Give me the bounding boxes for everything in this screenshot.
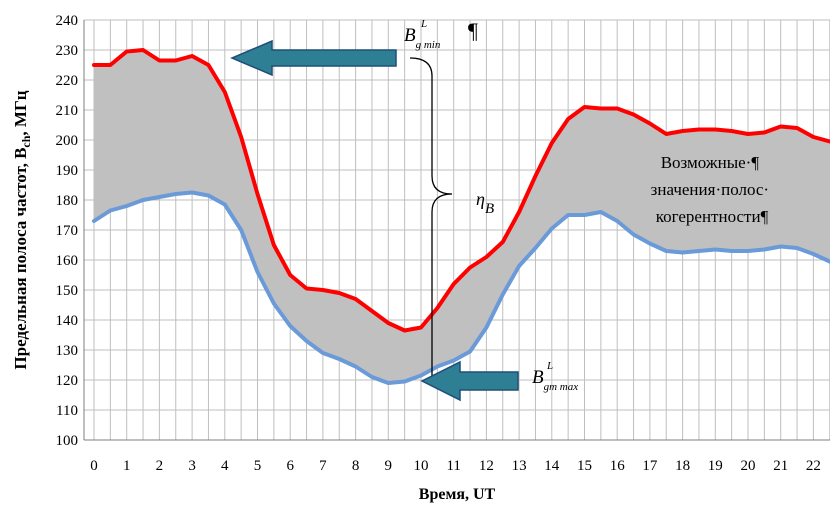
x-tick-label: 17 [642,458,658,474]
x-tick-label: 2 [156,458,164,474]
region-line-2: значения·полос· [651,180,769,199]
y-tick-label: 160 [56,253,79,269]
x-tick-label: 16 [610,458,626,474]
x-axis-title: Время, UT [419,486,496,503]
region-line-1: Возможные·¶ [661,153,760,172]
x-tick-label: 4 [221,458,229,474]
x-tick-label: 11 [446,458,460,474]
y-tick-label: 230 [56,43,79,59]
arrow-left-bottom [420,360,519,402]
y-tick-label: 130 [56,343,79,359]
y-tick-label: 140 [56,313,79,329]
y-tick-label: 110 [56,403,78,419]
x-tick-label: 3 [188,458,196,474]
y-tick-label: 240 [56,13,79,29]
y-tick-label: 190 [56,163,79,179]
b-max-sup: L [546,360,553,372]
x-tick-label: 21 [773,458,788,474]
x-tick-label: 9 [385,458,393,474]
curly-brace [409,57,453,380]
x-tick-label: 19 [708,458,723,474]
b-min-sup: L [420,18,427,30]
axes: 1001101201301401501601701801902002102202… [56,13,830,474]
x-tick-label: 20 [741,458,756,474]
x-tick-label: 13 [512,458,527,474]
x-tick-label: 14 [544,458,560,474]
x-tick-label: 0 [90,458,98,474]
y-tick-label: 150 [56,283,79,299]
arrow-left-top [230,39,397,77]
x-tick-label: 22 [806,458,821,474]
x-tick-label: 10 [414,458,429,474]
series [92,48,830,385]
region-label: Возможные·¶ значения·полос· когерентност… [651,153,774,226]
series-line-upper [92,48,830,333]
y-tick-label: 170 [56,223,79,239]
b-min-label: Bg min [404,25,441,51]
y-tick-label: 120 [56,373,79,389]
y-tick-label: 180 [56,193,79,209]
x-tick-label: 6 [286,458,294,474]
x-tick-label: 8 [352,458,360,474]
x-tick-label: 1 [123,458,131,474]
band-area [94,50,830,383]
x-tick-label: 18 [675,458,690,474]
series-line-lower [92,190,830,385]
y-axis-title: Предельная полоса частот, Bch, МГц [11,90,33,369]
x-tick-label: 12 [479,458,494,474]
pilcrow-top: ¶ [468,18,478,43]
y-tick-label: 200 [56,133,79,149]
b-max-label: Bgm max [532,367,578,393]
x-tick-label: 7 [319,458,327,474]
y-tick-label: 220 [56,73,79,89]
region-line-3: когерентности¶ [656,207,769,226]
x-tick-label: 15 [577,458,592,474]
x-tick-label: 5 [254,458,262,474]
eta-label: ηB [476,189,494,217]
band-fill [94,50,830,383]
y-tick-label: 210 [56,103,79,119]
y-tick-label: 100 [56,433,79,449]
